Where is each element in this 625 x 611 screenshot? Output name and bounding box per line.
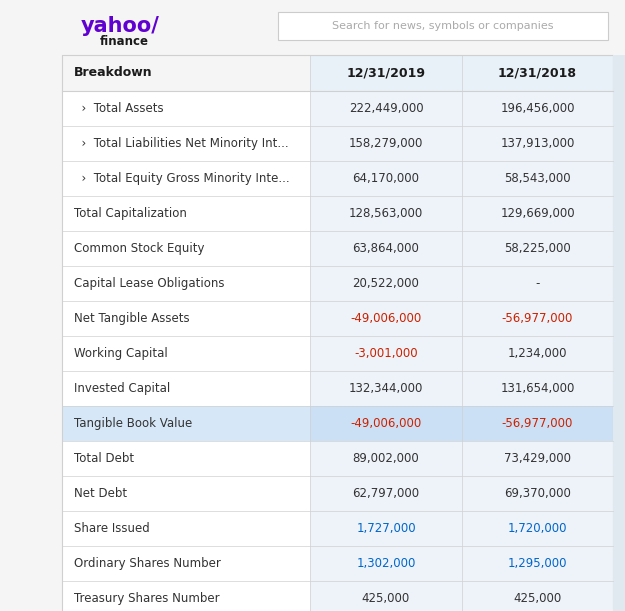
Text: finance: finance xyxy=(99,35,149,48)
Text: ›  Total Equity Gross Minority Inte...: › Total Equity Gross Minority Inte... xyxy=(74,172,289,185)
Text: Total Debt: Total Debt xyxy=(74,452,134,465)
Text: Ordinary Shares Number: Ordinary Shares Number xyxy=(74,557,221,570)
Text: Net Tangible Assets: Net Tangible Assets xyxy=(74,312,189,325)
Text: 129,669,000: 129,669,000 xyxy=(500,207,575,220)
Bar xyxy=(310,301,613,336)
Bar xyxy=(62,441,310,476)
Bar xyxy=(62,231,310,266)
Text: 1,720,000: 1,720,000 xyxy=(508,522,568,535)
Bar xyxy=(310,371,613,406)
Text: Treasury Shares Number: Treasury Shares Number xyxy=(74,592,219,605)
Bar xyxy=(310,406,613,441)
Bar xyxy=(62,546,310,581)
Text: -3,001,000: -3,001,000 xyxy=(354,347,418,360)
Text: 58,225,000: 58,225,000 xyxy=(504,242,571,255)
Bar xyxy=(278,12,608,40)
Text: -56,977,000: -56,977,000 xyxy=(502,312,573,325)
Text: 12/31/2019: 12/31/2019 xyxy=(346,67,426,79)
Text: 73,429,000: 73,429,000 xyxy=(504,452,571,465)
Text: ›  Total Liabilities Net Minority Int...: › Total Liabilities Net Minority Int... xyxy=(74,137,289,150)
Text: 64,170,000: 64,170,000 xyxy=(352,172,419,185)
Bar xyxy=(310,546,613,581)
Text: 62,797,000: 62,797,000 xyxy=(352,487,419,500)
Text: 20,522,000: 20,522,000 xyxy=(352,277,419,290)
Text: 1,727,000: 1,727,000 xyxy=(356,522,416,535)
Text: 425,000: 425,000 xyxy=(513,592,562,605)
Text: Net Debt: Net Debt xyxy=(74,487,127,500)
Text: 1,234,000: 1,234,000 xyxy=(508,347,568,360)
Text: Share Issued: Share Issued xyxy=(74,522,150,535)
Bar xyxy=(310,231,613,266)
Bar xyxy=(62,161,310,196)
Bar xyxy=(62,55,310,611)
Text: yahoo/: yahoo/ xyxy=(81,16,159,36)
Text: 58,543,000: 58,543,000 xyxy=(504,172,571,185)
Bar xyxy=(310,441,613,476)
Text: Common Stock Equity: Common Stock Equity xyxy=(74,242,204,255)
Text: 69,370,000: 69,370,000 xyxy=(504,487,571,500)
Bar xyxy=(310,476,613,511)
Text: 89,002,000: 89,002,000 xyxy=(352,452,419,465)
Text: 158,279,000: 158,279,000 xyxy=(349,137,423,150)
Text: ›  Total Assets: › Total Assets xyxy=(74,102,164,115)
Text: 1,302,000: 1,302,000 xyxy=(356,557,416,570)
Text: Tangible Book Value: Tangible Book Value xyxy=(74,417,192,430)
Text: 222,449,000: 222,449,000 xyxy=(349,102,423,115)
Bar xyxy=(62,406,310,441)
Bar xyxy=(62,581,310,611)
Bar xyxy=(310,266,613,301)
Bar xyxy=(0,0,625,55)
Text: 137,913,000: 137,913,000 xyxy=(500,137,575,150)
Text: Search for news, symbols or companies: Search for news, symbols or companies xyxy=(332,21,554,31)
Bar xyxy=(62,55,310,91)
Text: 196,456,000: 196,456,000 xyxy=(500,102,575,115)
Bar xyxy=(310,336,613,371)
Text: 1,295,000: 1,295,000 xyxy=(508,557,568,570)
Text: 132,344,000: 132,344,000 xyxy=(349,382,423,395)
Bar xyxy=(62,196,310,231)
Text: -49,006,000: -49,006,000 xyxy=(351,417,422,430)
Bar xyxy=(62,126,310,161)
Text: 12/31/2018: 12/31/2018 xyxy=(498,67,577,79)
Bar xyxy=(62,511,310,546)
Text: -: - xyxy=(535,277,540,290)
Text: 63,864,000: 63,864,000 xyxy=(352,242,419,255)
Bar xyxy=(310,55,613,611)
Text: Capital Lease Obligations: Capital Lease Obligations xyxy=(74,277,224,290)
Bar xyxy=(310,91,613,126)
Bar xyxy=(613,55,625,611)
Bar xyxy=(62,266,310,301)
Text: Total Capitalization: Total Capitalization xyxy=(74,207,187,220)
Bar xyxy=(310,55,613,91)
Text: Invested Capital: Invested Capital xyxy=(74,382,170,395)
Bar xyxy=(62,301,310,336)
Text: -49,006,000: -49,006,000 xyxy=(351,312,422,325)
Bar xyxy=(310,511,613,546)
Text: Breakdown: Breakdown xyxy=(74,67,152,79)
Bar xyxy=(310,126,613,161)
Bar xyxy=(62,55,613,611)
Text: 425,000: 425,000 xyxy=(362,592,410,605)
Bar xyxy=(310,196,613,231)
Text: Working Capital: Working Capital xyxy=(74,347,168,360)
Bar xyxy=(310,581,613,611)
Bar xyxy=(62,91,310,126)
Text: 131,654,000: 131,654,000 xyxy=(500,382,575,395)
Bar xyxy=(310,161,613,196)
Bar xyxy=(62,336,310,371)
Bar xyxy=(62,476,310,511)
Bar xyxy=(62,371,310,406)
Text: -56,977,000: -56,977,000 xyxy=(502,417,573,430)
Text: 128,563,000: 128,563,000 xyxy=(349,207,423,220)
